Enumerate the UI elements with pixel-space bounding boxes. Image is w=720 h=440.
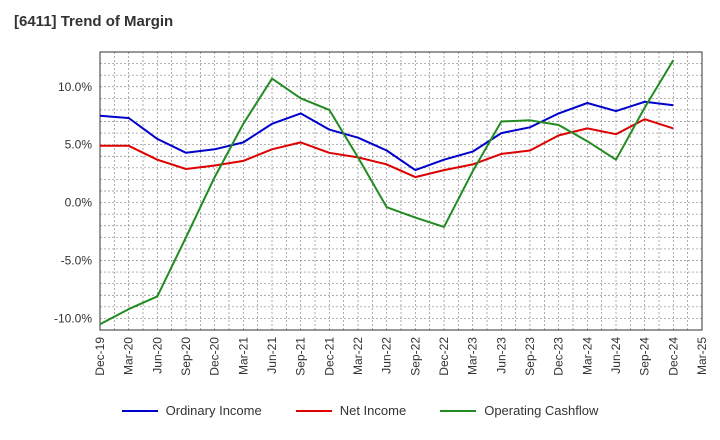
series-line-net-income [100, 118, 674, 179]
x-tick-label: Sep-24 [638, 337, 652, 376]
legend-label: Net Income [339, 403, 407, 418]
chart-title: [6411] Trend of Margin [14, 13, 174, 30]
x-tick-label: Jun-23 [494, 337, 508, 374]
legend-item-net-income: Net Income [295, 403, 407, 418]
y-tick-label: 10.0% [58, 80, 92, 94]
x-tick-label: Mar-22 [351, 337, 365, 375]
chart-legend: Ordinary Income Net Income Operating Cashf… [0, 403, 720, 418]
series-line-operating-cashflow [99, 59, 675, 326]
x-tick-label: Jun-21 [265, 337, 279, 374]
legend-item-operating-cashflow: Operating Cashflow [440, 403, 598, 418]
x-tick-label: Dec-22 [437, 337, 451, 376]
x-tick-label: Sep-23 [523, 337, 537, 376]
y-tick-label: 5.0% [65, 138, 93, 152]
legend-label: Ordinary Income [165, 403, 262, 418]
plot-area [99, 51, 703, 331]
x-tick-label: Dec-21 [322, 337, 336, 376]
x-tick-label: Dec-20 [208, 337, 222, 376]
x-tick-label: Jun-24 [609, 337, 623, 374]
x-tick-label: Mar-25 [695, 337, 709, 375]
grid-lines [99, 51, 703, 331]
x-tick-label: Mar-24 [580, 337, 594, 375]
x-tick-label: Sep-20 [179, 337, 193, 376]
series-line-ordinary-income [99, 100, 674, 172]
x-tick-label: Dec-19 [93, 337, 107, 376]
x-tick-label: Dec-23 [552, 337, 566, 376]
y-axis-ticks: 10.0% 5.0% 0.0% -5.0% -10.0% [54, 80, 92, 326]
x-tick-label: Jun-20 [150, 337, 164, 374]
x-axis-ticks: Dec-19 Mar-20 Jun-20 Sep-20 Dec-20 Mar-21 Jun-… [93, 337, 709, 376]
y-tick-label: -5.0% [61, 254, 93, 268]
x-tick-label: Mar-20 [122, 337, 136, 375]
legend-label: Operating Cashflow [484, 403, 599, 418]
x-tick-label: Mar-23 [466, 337, 480, 375]
legend-swatch [295, 409, 332, 412]
legend-item-ordinary-income: Ordinary Income [121, 403, 262, 418]
y-tick-label: 0.0% [65, 196, 93, 210]
legend-swatch [121, 409, 158, 412]
series-lines [99, 59, 675, 326]
x-tick-label: Sep-22 [408, 337, 422, 376]
y-tick-label: -10.0% [54, 311, 92, 325]
x-tick-label: Dec-24 [666, 337, 680, 376]
legend-swatch [440, 409, 477, 412]
x-tick-label: Mar-21 [236, 337, 250, 375]
x-tick-label: Sep-21 [294, 337, 308, 376]
x-tick-label: Jun-22 [380, 337, 394, 374]
